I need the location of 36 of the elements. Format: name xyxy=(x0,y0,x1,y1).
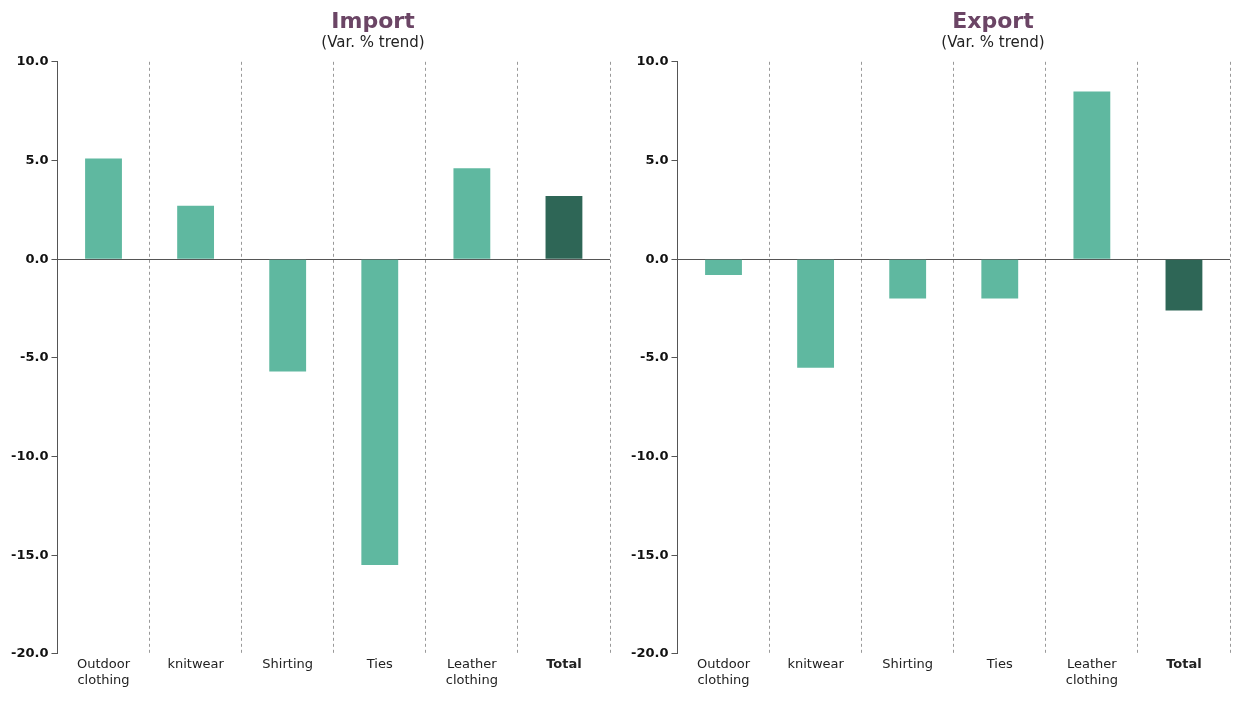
chart-subtitle: (Var. % trend) xyxy=(940,33,1046,51)
x-tick-label: knitwear xyxy=(787,655,845,671)
chart-title: Import xyxy=(330,8,416,33)
x-tick-label: Total xyxy=(546,655,582,671)
y-tick-label: -5.0 xyxy=(20,349,49,365)
bar xyxy=(269,259,307,372)
x-tick-label: Ties xyxy=(365,655,393,671)
y-tick-label: -15.0 xyxy=(630,546,669,562)
y-tick-label: -5.0 xyxy=(640,349,669,365)
x-tick-label: Shirting xyxy=(882,655,934,671)
x-tick-label: Outdoor clothing xyxy=(76,655,131,687)
y-tick-label: 5.0 xyxy=(645,151,669,167)
bar xyxy=(177,205,215,259)
y-tick-label: 10.0 xyxy=(636,53,669,69)
x-tick-label: Outdoor clothing xyxy=(696,655,751,687)
y-tick-label: 10.0 xyxy=(16,53,49,69)
y-tick-label: -20.0 xyxy=(630,645,669,661)
x-tick-label: Leather clothing xyxy=(1065,655,1118,687)
x-tick-label: Total xyxy=(1166,655,1202,671)
x-tick-label: Leather clothing xyxy=(445,655,498,687)
bar xyxy=(545,195,583,259)
y-tick-label: -10.0 xyxy=(630,447,669,463)
x-tick-label: Ties xyxy=(985,655,1013,671)
y-tick-label: -15.0 xyxy=(10,546,49,562)
y-tick-label: -20.0 xyxy=(10,645,49,661)
x-tick-label: Shirting xyxy=(262,655,314,671)
y-tick-label: -10.0 xyxy=(10,447,49,463)
y-tick-label: 5.0 xyxy=(25,151,49,167)
y-tick-label: 0.0 xyxy=(645,250,669,266)
bar xyxy=(85,158,122,259)
y-tick-label: 0.0 xyxy=(25,250,49,266)
chart-title: Export xyxy=(951,8,1035,33)
bar xyxy=(453,168,491,259)
x-tick-label: knitwear xyxy=(167,655,225,671)
bar xyxy=(361,259,399,565)
chart-subtitle: (Var. % trend) xyxy=(320,33,426,51)
